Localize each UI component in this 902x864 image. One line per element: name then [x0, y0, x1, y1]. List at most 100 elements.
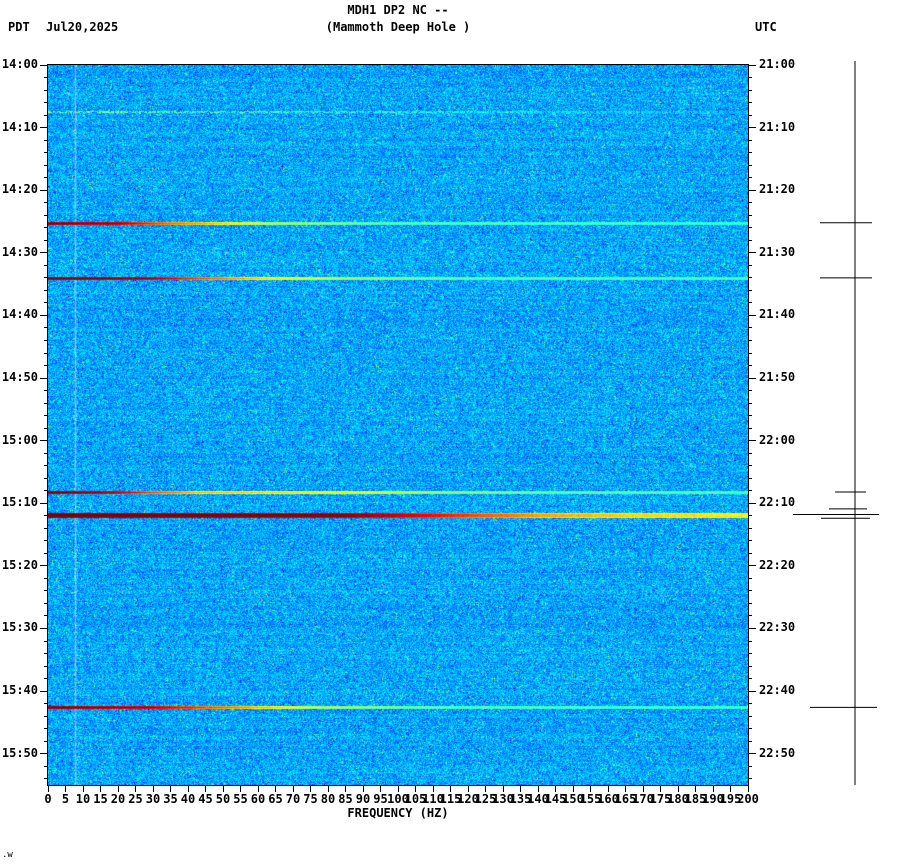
frequency-tick-label: 25	[128, 792, 143, 806]
frequency-tick-label: 85	[338, 792, 353, 806]
frequency-tick-label: 55	[233, 792, 248, 806]
frequency-tick	[275, 786, 276, 792]
frequency-tick-label: 140	[527, 792, 549, 806]
frequency-tick	[397, 786, 399, 792]
right-major-tick	[748, 627, 756, 629]
frequency-tick	[292, 786, 294, 792]
left-tick-label: 15:50	[1, 745, 38, 760]
right-major-tick	[748, 127, 756, 129]
frequency-tick	[135, 786, 136, 792]
frequency-tick	[327, 786, 329, 792]
right-major-tick	[748, 314, 756, 316]
frequency-tick	[362, 786, 364, 792]
frequency-tick-label: 10	[75, 792, 91, 806]
station-subtitle: (Mammoth Deep Hole )	[325, 20, 471, 34]
frequency-tick	[730, 786, 731, 792]
left-tick-label: 15:10	[1, 495, 38, 510]
frequency-tick	[485, 786, 486, 792]
frequency-tick-label: 100	[387, 792, 409, 806]
frequency-tick	[100, 786, 101, 792]
frequency-tick-label: 5	[61, 792, 70, 806]
frequency-tick-label: 145	[544, 792, 567, 806]
frequency-tick	[660, 786, 661, 792]
frequency-axis-label: FREQUENCY (HZ)	[347, 806, 449, 820]
frequency-tick	[82, 786, 84, 792]
frequency-tick-label: 170	[632, 792, 654, 806]
right-major-tick	[748, 377, 756, 379]
frequency-tick	[502, 786, 504, 792]
frequency-tick	[467, 786, 469, 792]
frequency-tick	[572, 786, 574, 792]
left-tick-label: 14:40	[1, 307, 38, 322]
frequency-tick	[257, 786, 259, 792]
frequency-tick	[555, 786, 556, 792]
frequency-tick-label: 105	[404, 792, 427, 806]
frequency-tick	[432, 786, 434, 792]
right-major-tick	[748, 753, 756, 755]
frequency-tick	[642, 786, 644, 792]
frequency-tick-label: 120	[457, 792, 479, 806]
frequency-tick-label: 155	[579, 792, 602, 806]
right-major-tick	[748, 64, 756, 66]
right-major-tick	[748, 565, 756, 567]
frequency-tick-label: 115	[439, 792, 462, 806]
frequency-tick	[117, 786, 119, 792]
frequency-tick-label: 180	[667, 792, 689, 806]
frequency-tick-label: 165	[614, 792, 637, 806]
corner-text: .w	[2, 850, 13, 860]
frequency-tick-label: 0	[44, 792, 52, 806]
frequency-tick-label: 50	[215, 792, 231, 806]
frequency-tick-label: 20	[110, 792, 126, 806]
frequency-tick	[450, 786, 451, 792]
frequency-tick	[170, 786, 171, 792]
frequency-tick-label: 60	[250, 792, 266, 806]
right-major-tick	[748, 440, 756, 442]
frequency-tick-label: 190	[702, 792, 724, 806]
right-major-tick	[748, 189, 756, 191]
station-title: MDH1 DP2 NC --	[347, 3, 449, 17]
left-tick-label: 14:00	[1, 57, 38, 71]
frequency-tick	[712, 786, 714, 792]
frequency-tick	[222, 786, 224, 792]
frequency-tick	[380, 786, 381, 792]
frequency-tick-label: 130	[492, 792, 514, 806]
left-tick-label: 15:40	[1, 683, 38, 698]
frequency-tick	[590, 786, 591, 792]
left-tick-label: 15:00	[1, 432, 38, 447]
timezone-right-label: UTC	[755, 20, 777, 34]
frequency-tick	[187, 786, 189, 792]
frequency-tick-label: 70	[285, 792, 301, 806]
frequency-tick-label: 125	[474, 792, 497, 806]
frequency-tick-label: 90	[355, 792, 371, 806]
frequency-tick	[310, 786, 311, 792]
frequency-tick-label: 40	[180, 792, 196, 806]
frequency-tick	[47, 786, 49, 792]
frequency-tick	[677, 786, 679, 792]
frequency-tick	[240, 786, 241, 792]
left-tick-label: 14:50	[1, 370, 38, 385]
frequency-tick-label: 75	[303, 792, 318, 806]
frequency-tick	[625, 786, 626, 792]
frequency-tick	[695, 786, 696, 792]
frequency-tick	[205, 786, 206, 792]
frequency-tick-label: 150	[562, 792, 584, 806]
right-major-tick	[748, 690, 756, 692]
frequency-tick-label: 195	[719, 792, 742, 806]
frequency-tick-label: 175	[649, 792, 672, 806]
frequency-tick-label: 200	[737, 792, 759, 806]
right-major-tick	[748, 252, 756, 254]
frequency-tick	[537, 786, 539, 792]
frequency-tick-label: 135	[509, 792, 532, 806]
frequency-tick	[152, 786, 154, 792]
frequency-tick-label: 45	[198, 792, 213, 806]
amplitude-trace	[793, 61, 879, 785]
left-tick-label: 14:20	[1, 182, 38, 197]
frequency-tick-label: 65	[268, 792, 283, 806]
frequency-tick	[520, 786, 521, 792]
frequency-tick-label: 160	[597, 792, 619, 806]
left-tick-label: 14:10	[1, 119, 38, 134]
spectrogram-canvas	[48, 65, 748, 785]
frequency-tick	[607, 786, 609, 792]
timezone-left-label: PDT	[8, 20, 30, 34]
left-tick-label: 15:20	[1, 557, 38, 572]
